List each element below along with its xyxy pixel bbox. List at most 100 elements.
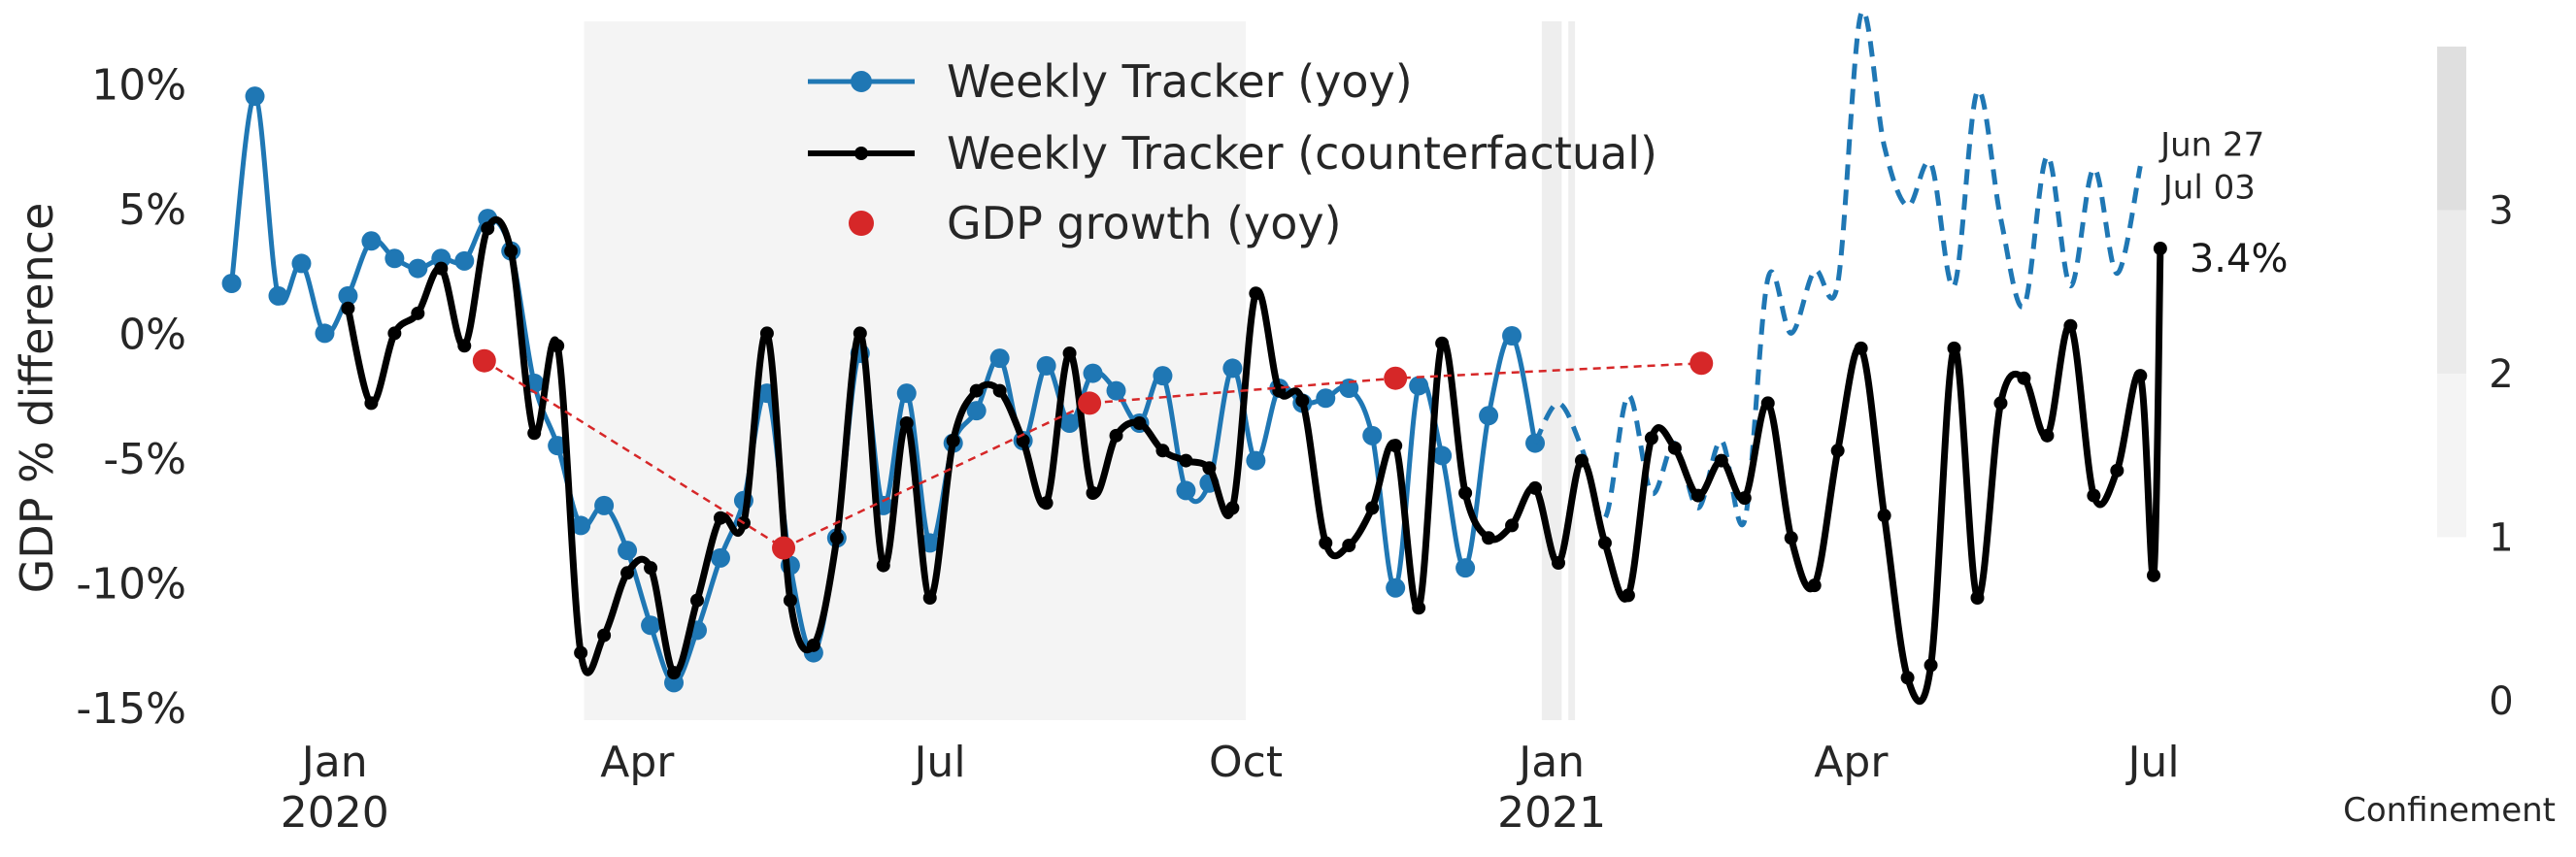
counterfactual-point — [2133, 369, 2148, 383]
series-layer — [221, 8, 2167, 706]
tracker-yoy-point — [1386, 577, 1406, 598]
counterfactual-point — [1924, 658, 1938, 673]
counterfactual-point — [2040, 428, 2055, 443]
counterfactual-point — [1644, 431, 1658, 445]
counterfactual-point — [1877, 509, 1891, 523]
confinement-tick-label: 1 — [2489, 516, 2513, 561]
x-tick-label: Jan — [299, 738, 368, 787]
y-tick-label: 5% — [118, 185, 186, 235]
annotation-label: Jun 27 — [2158, 126, 2264, 165]
counterfactual-point — [551, 339, 565, 353]
counterfactual-point — [1342, 539, 1356, 552]
confinement-tick-label: 0 — [2489, 679, 2513, 724]
counterfactual-point — [527, 426, 542, 441]
annotation-label: Jul 03 — [2161, 168, 2256, 207]
annotation-label: 3.4% — [2190, 237, 2289, 281]
gdp-growth-connector — [484, 359, 1702, 549]
counterfactual-point — [1737, 491, 1752, 506]
counterfactual-point — [713, 511, 727, 525]
counterfactual-point — [457, 339, 472, 353]
x-tick-year-label: 2020 — [281, 788, 389, 838]
tracker-yoy-point — [1409, 376, 1429, 396]
confinement-tick-label: 3 — [2489, 189, 2513, 234]
counterfactual-point — [1854, 341, 1868, 355]
legend-marker — [849, 211, 874, 236]
counterfactual-point — [1551, 556, 1565, 570]
counterfactual-point — [1597, 536, 1612, 550]
gdp-growth-point — [1078, 391, 1102, 415]
tracker-yoy-point — [268, 285, 288, 306]
gdp-growth-point — [772, 536, 796, 560]
counterfactual-point — [806, 638, 820, 652]
counterfactual-point — [899, 416, 914, 430]
tracker-yoy-point — [408, 258, 428, 279]
tracker-yoy-point — [1083, 363, 1103, 383]
tracker-yoy-point — [361, 231, 382, 251]
gdp-growth-point — [1689, 351, 1714, 376]
tracker-yoy-point — [896, 383, 917, 404]
counterfactual-point — [969, 383, 984, 398]
counterfactual-point — [876, 558, 890, 573]
y-tick-label: -10% — [76, 560, 186, 610]
counterfactual-point — [759, 326, 774, 341]
confinement-period-0 — [584, 21, 1247, 720]
tracker-yoy-point — [1059, 413, 1080, 433]
counterfactual-point — [1458, 486, 1473, 500]
x-tick-label: Oct — [1209, 738, 1283, 787]
x-tick-label: Apr — [600, 738, 675, 787]
tracker-yoy-point — [710, 547, 730, 568]
tracker-yoy-point — [338, 285, 358, 306]
counterfactual-point — [1249, 286, 1263, 301]
counterfactual-point — [946, 434, 960, 447]
tracker-yoy-point — [315, 323, 335, 344]
tracker-yoy-point — [454, 250, 475, 271]
counterfactual-point — [1970, 591, 1985, 605]
gdp-growth-point — [472, 348, 496, 373]
confinement-axis: Confinement 0 1 2 3 — [2343, 47, 2556, 830]
series-3 — [472, 348, 1714, 560]
counterfactual-point — [2110, 463, 2124, 478]
confinement-shading-layer — [584, 21, 1576, 720]
tracker-yoy-point — [1362, 425, 1383, 445]
counterfactual-point — [2087, 488, 2101, 503]
counterfactual-point — [597, 628, 612, 643]
counterfactual-point — [2017, 371, 2031, 385]
legend: Weekly Tracker (yoy) Weekly Tracker (coun… — [808, 55, 1657, 249]
counterfactual-point — [1225, 501, 1240, 515]
counterfactual-point — [574, 645, 588, 660]
y-tick-label: -5% — [103, 435, 186, 484]
tracker-yoy-point — [989, 348, 1010, 369]
counterfactual-point — [922, 591, 937, 605]
y-tick-label: 10% — [91, 60, 186, 110]
counterfactual-point — [620, 566, 635, 580]
counterfactual-point — [690, 593, 705, 608]
tracker-yoy-point — [1339, 379, 1359, 398]
tracker-yoy-point — [664, 673, 685, 693]
tracker-yoy-point — [245, 86, 265, 107]
counterfactual-point — [853, 326, 867, 341]
counterfactual-point — [1295, 393, 1310, 408]
tracker-forecast-line — [1532, 8, 2143, 527]
tracker-yoy-point — [1106, 380, 1126, 401]
legend-label: Weekly Tracker (yoy) — [947, 55, 1413, 108]
confinement-band-0 — [2437, 374, 2466, 538]
counterfactual-point — [1412, 601, 1426, 615]
counterfactual-point — [992, 383, 1007, 398]
counterfactual-point — [1179, 453, 1193, 468]
tracker-yoy-point — [221, 274, 242, 293]
confinement-band-1 — [2437, 210, 2466, 374]
tracker-yoy-point — [618, 541, 638, 561]
counterfactual-point — [411, 306, 425, 320]
counterfactual-point — [1667, 441, 1682, 455]
counterfactual-point — [1574, 453, 1589, 468]
y-axis: 10% 5% 0% -5% -10% -15% — [76, 60, 186, 734]
counterfactual-point — [1062, 346, 1077, 360]
confinement-tick-label: 2 — [2489, 352, 2513, 397]
x-tick-year-label: 2021 — [1497, 788, 1606, 838]
counterfactual-point — [1830, 444, 1845, 458]
gdp-growth-point — [1384, 366, 1408, 390]
counterfactual-point — [1714, 453, 1728, 468]
tracker-yoy-point — [1316, 388, 1336, 409]
